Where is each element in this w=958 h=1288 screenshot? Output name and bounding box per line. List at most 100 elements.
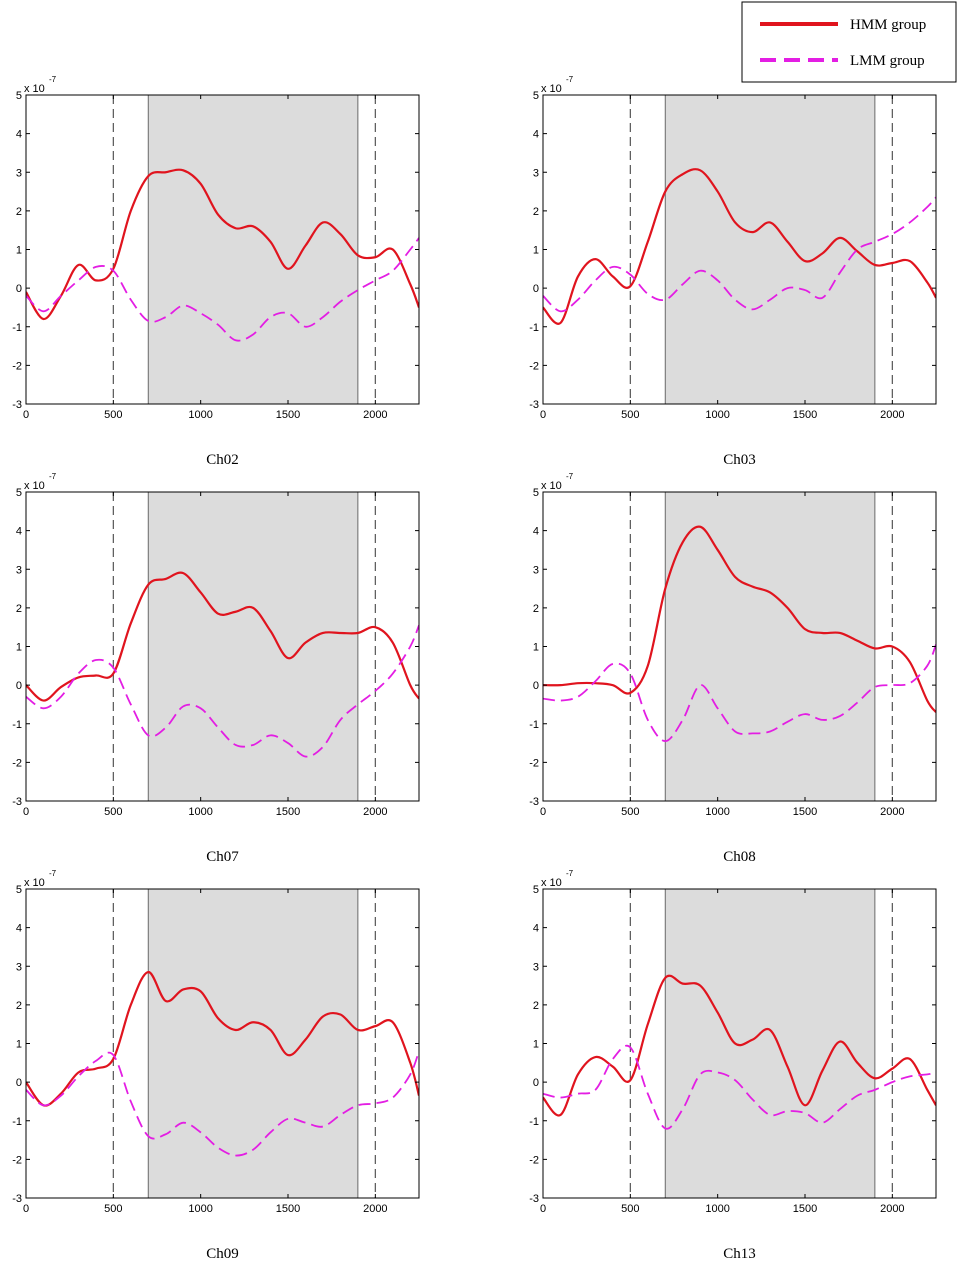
x-tick-label: 2000 [880, 1203, 904, 1215]
y-tick-label: -1 [529, 719, 539, 731]
y-tick-label: 5 [16, 487, 22, 499]
x-tick-label: 2000 [880, 806, 904, 818]
panel-title: Ch07 [206, 849, 239, 865]
y-tick-label: 3 [16, 167, 22, 179]
y-tick-label: -2 [12, 1154, 22, 1166]
legend-box [741, 1, 957, 83]
panel-title: Ch03 [723, 452, 756, 468]
shaded-region [664, 491, 876, 802]
y-tick-label: -3 [529, 1193, 539, 1205]
x-tick-label: 0 [540, 1203, 546, 1215]
y-tick-label: 2 [16, 603, 22, 615]
x-tick-label: 2000 [363, 409, 387, 421]
x-tick-label: 500 [104, 806, 122, 818]
y-tick-label: 3 [16, 961, 22, 973]
x-tick-label: 1500 [793, 409, 817, 421]
x-tick-label: 500 [621, 1203, 639, 1215]
y-exponent-label: x 10 [541, 83, 562, 95]
y-tick-label: -3 [12, 399, 22, 411]
y-tick-label: 2 [16, 206, 22, 218]
x-tick-label: 0 [23, 806, 29, 818]
y-tick-label: 0 [16, 1077, 22, 1089]
y-tick-label: -3 [12, 796, 22, 808]
y-tick-label: -2 [529, 757, 539, 769]
y-tick-label: 4 [16, 923, 22, 935]
legend: HMM group LMM group [741, 1, 957, 83]
y-tick-label: 5 [533, 884, 539, 896]
x-tick-label: 2000 [363, 1203, 387, 1215]
y-tick-label: 0 [16, 680, 22, 692]
series-line-hmm-group [543, 525, 936, 713]
legend-label: LMM group [850, 53, 925, 69]
series-line-hmm-group [26, 970, 419, 1107]
x-tick-label: 1000 [188, 806, 212, 818]
shaded-region [664, 888, 876, 1199]
y-tick-label: -1 [12, 322, 22, 334]
legend-label: HMM group [850, 17, 926, 33]
y-exponent-superscript: -7 [566, 75, 574, 84]
y-tick-label: -1 [12, 719, 22, 731]
y-exponent-label: x 10 [541, 480, 562, 492]
x-tick-label: 1500 [276, 409, 300, 421]
series-line-hmm-group [543, 168, 936, 325]
x-tick-label: 1000 [188, 409, 212, 421]
y-tick-label: 4 [16, 129, 22, 141]
x-tick-label: 0 [23, 1203, 29, 1215]
x-tick-label: 500 [104, 409, 122, 421]
x-tick-label: 2000 [880, 409, 904, 421]
y-tick-label: 4 [533, 923, 539, 935]
series-line-lmm-group [26, 1050, 419, 1157]
y-exponent-superscript: -7 [566, 472, 574, 481]
series-line-lmm-group [543, 196, 936, 313]
y-tick-label: -2 [12, 757, 22, 769]
x-tick-label: 500 [621, 409, 639, 421]
panel-title: Ch08 [723, 849, 756, 865]
y-tick-label: -1 [529, 1116, 539, 1128]
shaded-region [147, 888, 359, 1199]
y-tick-label: -3 [529, 399, 539, 411]
y-tick-label: -3 [529, 796, 539, 808]
y-exponent-superscript: -7 [49, 472, 57, 481]
shaded-region [147, 94, 359, 405]
y-tick-label: 0 [533, 680, 539, 692]
y-tick-label: -2 [12, 360, 22, 372]
y-tick-label: 4 [533, 526, 539, 538]
y-tick-label: 5 [533, 90, 539, 102]
y-tick-label: 1 [533, 642, 539, 654]
y-tick-label: 1 [16, 245, 22, 257]
y-exponent-label: x 10 [24, 877, 45, 889]
y-tick-label: -3 [12, 1193, 22, 1205]
y-tick-label: 2 [533, 1000, 539, 1012]
series-line-lmm-group [543, 1044, 936, 1130]
y-exponent-label: x 10 [24, 480, 45, 492]
panel-ch08: 0 500 1000 1500 2000 -3 -2 -1 0 1 2 3 4 5x 10 -7 Ch08 [529, 472, 937, 865]
y-tick-label: 4 [16, 526, 22, 538]
panel-ch13: 0 500 1000 1500 2000 -3 -2 -1 0 1 2 3 4 5x 10 -7 Ch13 [529, 869, 937, 1262]
series-line-hmm-group [543, 974, 936, 1117]
series-line-hmm-group [26, 168, 419, 321]
y-tick-label: 5 [16, 90, 22, 102]
y-exponent-label: x 10 [24, 83, 45, 95]
x-tick-label: 1500 [793, 806, 817, 818]
x-tick-label: 500 [621, 806, 639, 818]
y-exponent-superscript: -7 [49, 75, 57, 84]
x-tick-label: 0 [23, 409, 29, 421]
y-tick-label: 3 [533, 167, 539, 179]
y-tick-label: 3 [533, 961, 539, 973]
panel-title: Ch13 [723, 1246, 756, 1262]
y-tick-label: -1 [12, 1116, 22, 1128]
x-tick-label: 1000 [705, 806, 729, 818]
x-tick-label: 1500 [276, 1203, 300, 1215]
panel-ch07: 0 500 1000 1500 2000 -3 -2 -1 0 1 2 3 4 5x 10 -7 Ch07 [12, 472, 420, 865]
x-tick-label: 1000 [705, 409, 729, 421]
x-tick-label: 1000 [188, 1203, 212, 1215]
y-tick-label: 1 [16, 642, 22, 654]
y-tick-label: -1 [529, 322, 539, 334]
x-tick-label: 0 [540, 806, 546, 818]
series-line-lmm-group [26, 237, 419, 342]
y-tick-label: 3 [533, 564, 539, 576]
y-tick-label: 4 [533, 129, 539, 141]
x-tick-label: 2000 [363, 806, 387, 818]
y-tick-label: 3 [16, 564, 22, 576]
